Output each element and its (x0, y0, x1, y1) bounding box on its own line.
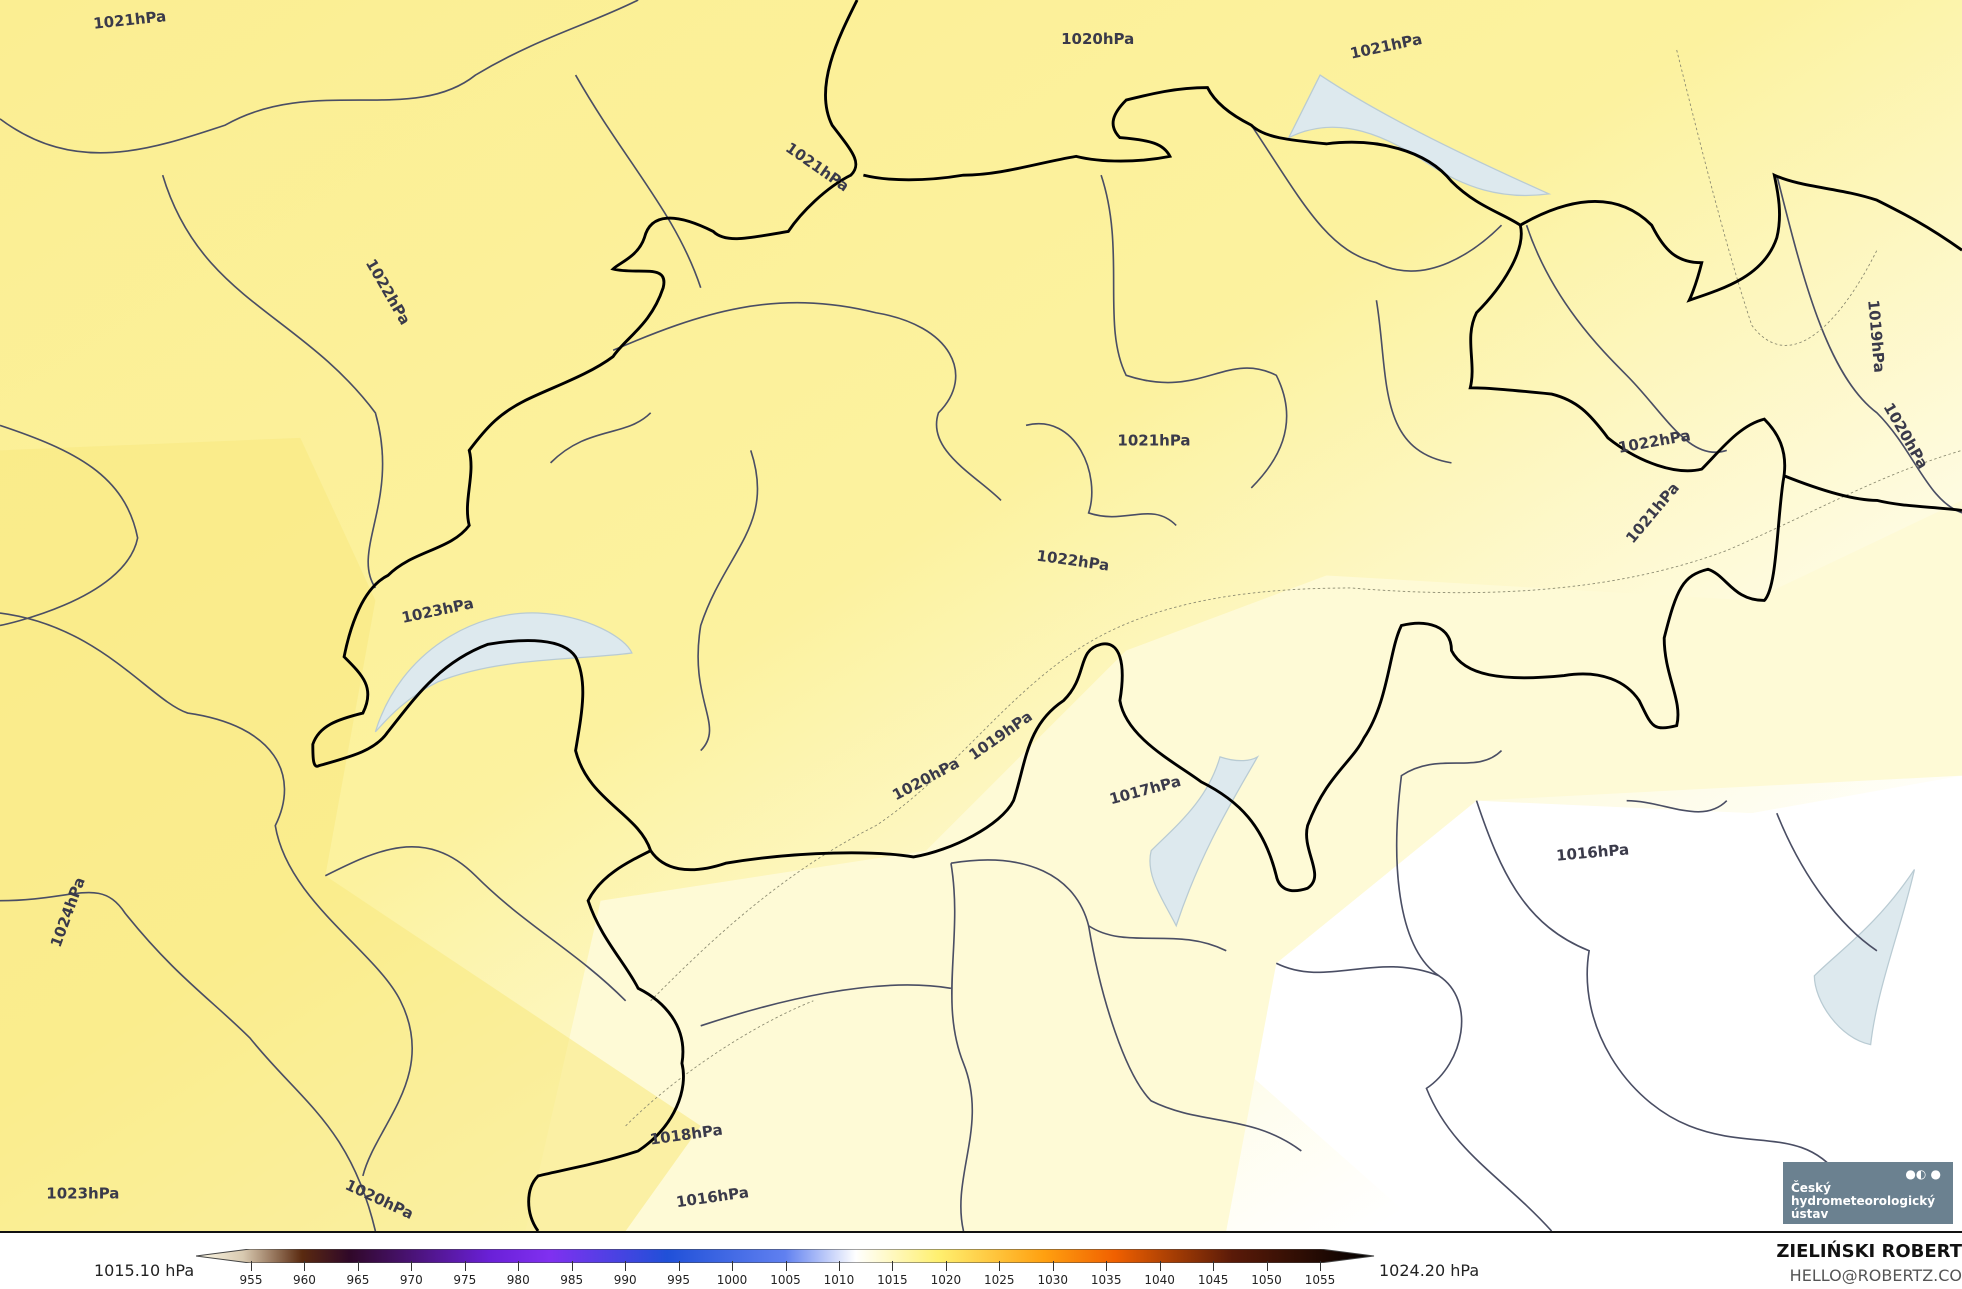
colorbar-tick-label: 990 (613, 1273, 637, 1287)
region-boundaries (0, 0, 1962, 1231)
colorbar-tick-mark (357, 1261, 359, 1271)
colorbar-tick-mark (518, 1261, 520, 1271)
colorbar-tick-label: 1035 (1090, 1273, 1122, 1287)
colorbar-tick-label: 955 (239, 1273, 263, 1287)
lake-constance (1287, 74, 1552, 197)
national-borders (311, 0, 1962, 1231)
lake-geneva (374, 612, 633, 733)
colorbar-tick-mark (411, 1261, 413, 1271)
colorbar-tick-mark (571, 1261, 573, 1271)
colorbar-tick-label: 1000 (716, 1273, 748, 1287)
colorbar-tick-label: 1015 (877, 1273, 908, 1287)
pressure-map: 1021hPa 1020hPa 1021hPa 1021hPa 1022hPa … (0, 0, 1962, 1231)
isobar-label: 1023hPa (46, 1184, 119, 1202)
colorbar-tick-mark (251, 1261, 252, 1271)
colorbar-tick-label: 1055 (1304, 1273, 1336, 1287)
colorbar-tick-label: 1045 (1197, 1273, 1229, 1287)
colorbar-tick-mark (304, 1261, 306, 1271)
colorbar-legend: 1015.10 hPa 955 960 965 970 975 980 985 990 9 (0, 1231, 1962, 1289)
colorbar-tick-label: 980 (506, 1273, 530, 1287)
mid-pressure-area (525, 500, 1962, 1231)
colorbar-tick-label: 1050 (1251, 1273, 1282, 1287)
colorbar-tick-mark (1266, 1261, 1268, 1271)
low-pressure-area (1251, 775, 1962, 1231)
colorbar-tick-label: 1030 (1037, 1273, 1069, 1287)
colorbar-tick-mark (1159, 1261, 1161, 1271)
colorbar-tick-mark (464, 1261, 466, 1271)
colorbar-tick-label: 1040 (1144, 1273, 1175, 1287)
author-email[interactable]: HELLO@ROBERTZ.CO (1789, 1266, 1962, 1285)
colorbar-tick-mark (1052, 1261, 1054, 1271)
colorbar-tick-mark (892, 1261, 894, 1271)
colorbar-tick-mark (945, 1261, 947, 1271)
isobar-label: 1020hPa (1061, 30, 1134, 48)
high-pressure-area (0, 437, 701, 1231)
colorbar-tick-label: 970 (399, 1273, 423, 1287)
chmi-logo: ●◐ ● Český hydrometeorologický ústav (1783, 1162, 1953, 1224)
colorbar-tick-label: 1025 (984, 1273, 1015, 1287)
colorbar-tick-mark (1213, 1261, 1215, 1271)
colorbar-tick-mark (999, 1261, 1001, 1271)
colorbar-tick-mark (678, 1261, 680, 1271)
colorbar-tick-label: 960 (292, 1273, 316, 1287)
colorbar-tick-label: 1010 (823, 1273, 855, 1287)
lake-garda (1813, 869, 1916, 1046)
colorbar-tick-label: 965 (346, 1273, 370, 1287)
logo-text: Český (1791, 1181, 1831, 1195)
isobar-label: 1021hPa (1117, 431, 1190, 449)
colorbar-tick-label: 1005 (770, 1273, 801, 1287)
colorbar-tick-mark (625, 1261, 627, 1271)
colorbar-tick-label: 975 (453, 1273, 477, 1287)
max-pressure-label: 1024.20 hPa (1379, 1261, 1480, 1280)
logo-text: hydrometeorologický (1791, 1194, 1936, 1208)
colorbar-tick-mark (838, 1261, 840, 1271)
min-pressure-label: 1015.10 hPa (94, 1261, 195, 1280)
colorbar-tick-mark (1106, 1261, 1108, 1271)
logo-text: ústav (1791, 1207, 1829, 1221)
colorbar (196, 1249, 1375, 1263)
logo-mark-icon: ●◐ ● (1905, 1167, 1941, 1181)
colorbar-tick-label: 1020 (930, 1273, 962, 1287)
colorbar-tick-label: 985 (560, 1273, 584, 1287)
colorbar-tick-mark (1320, 1261, 1321, 1271)
colorbar-tick-mark (732, 1261, 734, 1271)
colorbar-tick-label: 995 (667, 1273, 691, 1287)
colorbar-tick-mark (785, 1261, 787, 1271)
isobar-lines (625, 49, 1962, 1127)
author-name: ZIELIŃSKI ROBERT (1776, 1241, 1962, 1262)
